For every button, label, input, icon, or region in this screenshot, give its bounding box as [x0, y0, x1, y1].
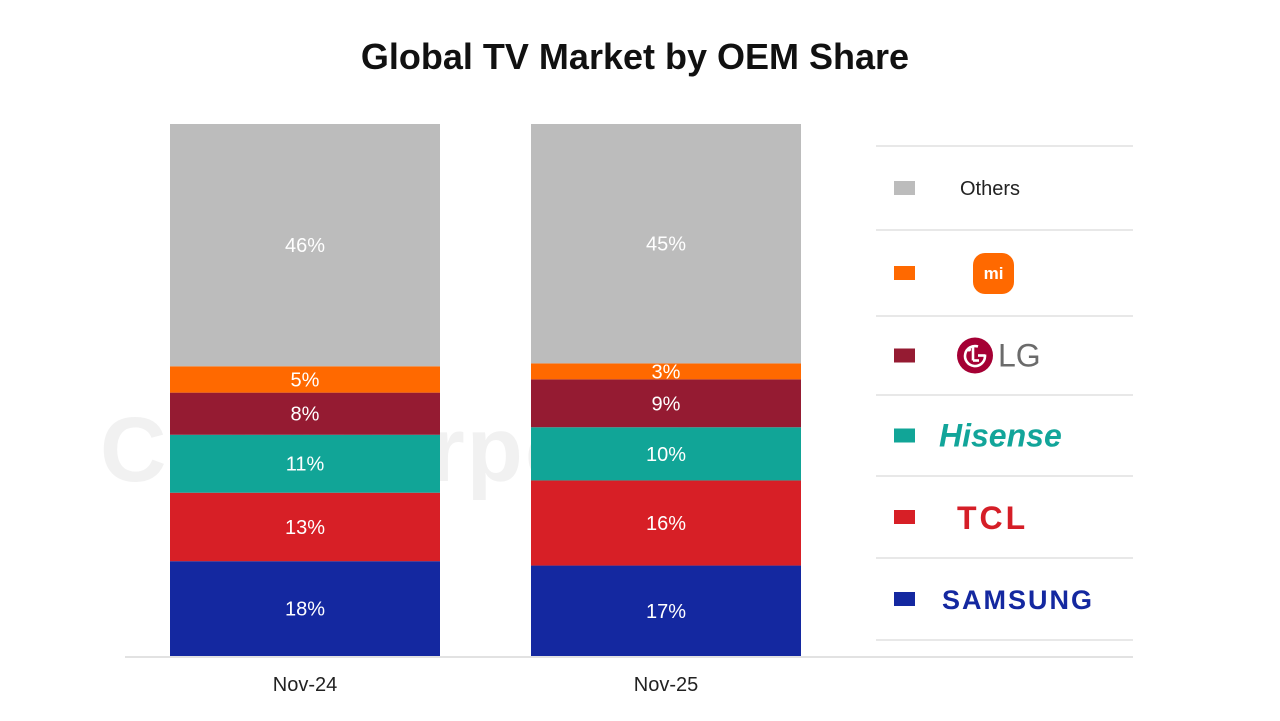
bar-segment-samsung-nov-25 [531, 565, 801, 656]
legend-entry-mi: mi [973, 253, 1014, 294]
data-label: 11% [286, 454, 325, 476]
lg-logo-face [967, 347, 971, 352]
x-tick-label: Nov-24 [273, 674, 337, 696]
data-label: 10% [646, 444, 686, 466]
bar-segment-tcl-nov-25 [531, 480, 801, 566]
legend-swatch-tcl [894, 510, 915, 524]
legend-entry-tcl: TCL [957, 500, 1028, 536]
data-label: 18% [285, 599, 325, 621]
bar-segment-others-nov-25 [531, 124, 801, 364]
x-tick-label: Nov-25 [634, 674, 698, 696]
bar-segment-others-nov-24 [170, 124, 440, 367]
legend-entry-lg: LG [957, 337, 1041, 374]
lg-logo-face [963, 344, 987, 368]
legend-swatch-lg [894, 348, 915, 363]
data-label: 8% [291, 404, 320, 426]
legend-entry-others: Others [960, 178, 1020, 200]
legend-entry-samsung: SAMSUNG [942, 585, 1094, 615]
data-label: 9% [652, 393, 681, 415]
bar-segment-hisense-nov-25 [531, 427, 801, 481]
data-label: 16% [646, 513, 686, 535]
legend-swatch-samsung [894, 592, 915, 606]
data-label: 46% [285, 235, 325, 257]
data-label: 17% [646, 601, 686, 623]
legend-label: LG [998, 338, 1041, 374]
chart-title: Global TV Market by OEM Share [360, 36, 910, 77]
bar-segment-samsung-nov-24 [170, 561, 440, 656]
legend-swatch-others [894, 181, 915, 195]
legend-label: Hisense [939, 418, 1062, 454]
legend-swatch-mi [894, 266, 915, 280]
legend-label: Others [960, 178, 1020, 200]
bar-segment-mi-nov-25 [531, 363, 801, 380]
bar-segment-lg-nov-25 [531, 379, 801, 428]
legend-label: mi [984, 264, 1004, 283]
xiaomi-logo [973, 253, 1014, 294]
bar-segment-lg-nov-24 [170, 392, 440, 435]
data-label: 5% [291, 369, 320, 391]
data-label: 3% [652, 361, 681, 383]
legend-entry-hisense: Hisense [939, 418, 1062, 454]
legend-label: TCL [957, 500, 1028, 536]
legend-swatch-hisense [894, 428, 915, 443]
bar-segment-hisense-nov-24 [170, 434, 440, 493]
bar-segment-tcl-nov-24 [170, 492, 440, 562]
lg-logo-mark [957, 337, 993, 374]
data-label: 45% [646, 234, 686, 256]
legend-label: SAMSUNG [942, 585, 1094, 615]
data-label: 13% [285, 517, 325, 539]
bar-segment-mi-nov-24 [170, 366, 440, 393]
